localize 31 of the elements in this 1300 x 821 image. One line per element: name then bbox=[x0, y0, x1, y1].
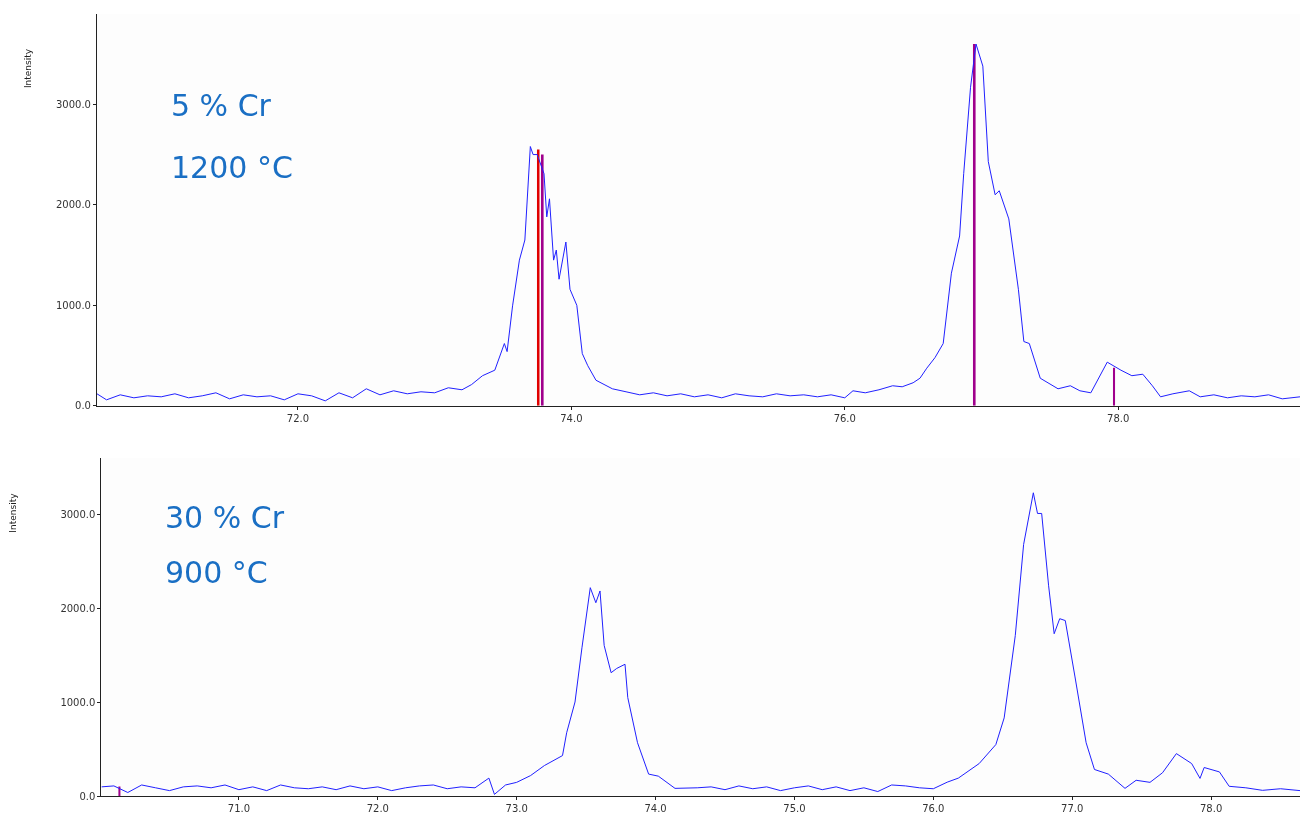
y-tick-label: 1000.0 bbox=[60, 696, 96, 708]
y-tick-label: 0.0 bbox=[75, 400, 91, 412]
x-tick-label: 74.0 bbox=[644, 803, 667, 815]
x-tick-label: 71.0 bbox=[227, 803, 251, 815]
x-tick-label: 76.0 bbox=[922, 803, 945, 815]
x-tick-label: 78.0 bbox=[1199, 803, 1223, 815]
x-tick-label: 75.0 bbox=[783, 803, 806, 815]
annotation: 900 °C bbox=[165, 555, 268, 590]
annotation: 5 % Cr bbox=[171, 88, 272, 123]
bar bbox=[1112, 367, 1116, 406]
y-axis-title: Intensity bbox=[23, 48, 34, 89]
x-tick-label: 77.0 bbox=[1061, 803, 1084, 815]
y-axis-title: Intensity bbox=[8, 492, 19, 533]
y-tick-label: 2000.0 bbox=[55, 199, 91, 211]
x-tick-label: 72.0 bbox=[286, 412, 310, 424]
annotation: 30 % Cr bbox=[165, 500, 285, 535]
y-tick-label: 2000.0 bbox=[60, 602, 96, 614]
x-tick-label: 72.0 bbox=[366, 803, 389, 815]
x-tick-label: 78.0 bbox=[1107, 412, 1130, 424]
x-tick-label: 76.0 bbox=[833, 412, 856, 424]
bar bbox=[536, 149, 540, 406]
y-tick-label: 0.0 bbox=[79, 790, 96, 802]
x-tick-label: 74.0 bbox=[560, 412, 583, 424]
y-tick-label: 3000.0 bbox=[60, 508, 96, 520]
bar bbox=[972, 44, 976, 406]
x-tick-label: 73.0 bbox=[505, 803, 528, 815]
y-tick-label: 3000.0 bbox=[55, 98, 91, 110]
y-tick-label: 1000.0 bbox=[55, 299, 91, 311]
bar bbox=[540, 154, 544, 406]
line-series bbox=[96, 43, 1300, 402]
annotation: 1200 °C bbox=[171, 150, 293, 185]
